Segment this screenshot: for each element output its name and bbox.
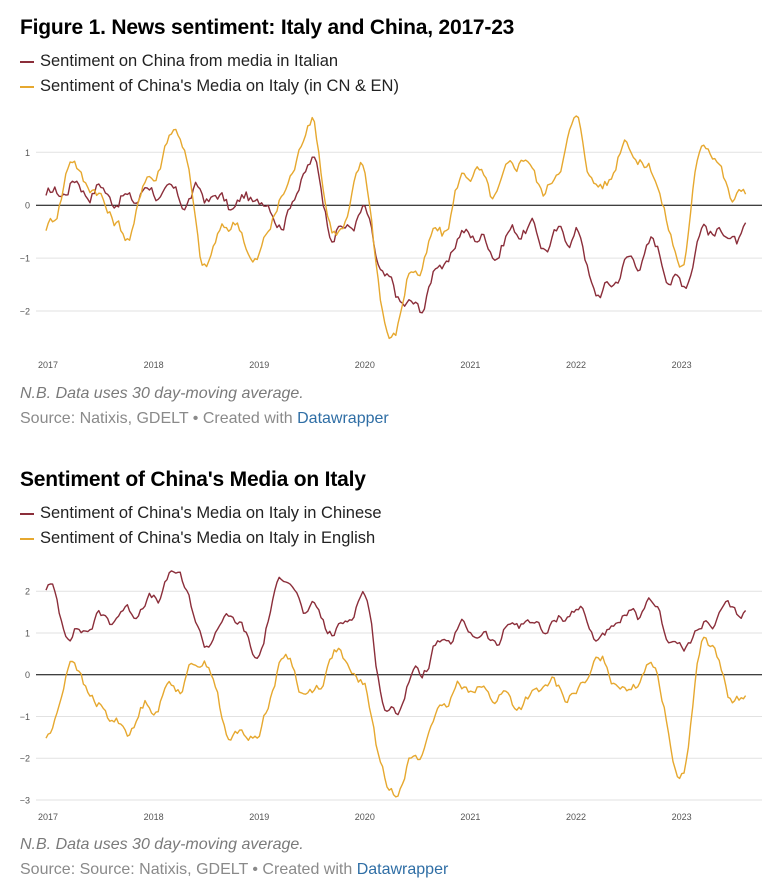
x-tick-label: 2021: [460, 360, 480, 370]
x-tick-label: 2022: [566, 812, 586, 822]
x-tick-label: 2022: [566, 360, 586, 370]
x-tick-label: 2018: [144, 812, 164, 822]
y-tick-label: 1: [25, 148, 30, 158]
x-tick-label: 2023: [672, 812, 692, 822]
chart-2-source: Source: Source: Natixis, GDELT • Created…: [20, 861, 448, 879]
chart-1-source: Source: Natixis, GDELT • Created with Da…: [20, 410, 389, 428]
y-tick-label: −2: [20, 306, 30, 316]
x-tick-label: 2017: [38, 812, 58, 822]
series-line-red: [45, 156, 747, 314]
x-tick-label: 2020: [355, 360, 375, 370]
x-tick-label: 2019: [249, 812, 269, 822]
chart-1-title: Figure 1. News sentiment: Italy and Chin…: [20, 16, 515, 39]
chart-1: Figure 1. News sentiment: Italy and Chin…: [0, 0, 784, 440]
chart-1-legend-italian: Sentiment on China from media in Italian: [20, 52, 338, 71]
series-line-yellow: [45, 636, 747, 798]
legend-swatch-red: [20, 60, 34, 63]
x-tick-label: 2018: [144, 360, 164, 370]
legend-swatch-red: [20, 512, 34, 515]
datawrapper-link[interactable]: Datawrapper: [297, 410, 389, 427]
y-tick-label: 0: [25, 670, 30, 680]
x-tick-label: 2019: [249, 360, 269, 370]
datawrapper-link[interactable]: Datawrapper: [356, 861, 449, 878]
legend-swatch-yellow: [20, 537, 34, 540]
x-tick-label: 2023: [672, 360, 692, 370]
y-tick-label: −3: [20, 796, 30, 806]
legend-label: Sentiment of China's Media on Italy (in …: [40, 77, 399, 95]
chart-2-plot: 2 1 0 −1 −2 −3 2017 2018 2019 2020 2021 2022 2023: [20, 570, 762, 822]
y-tick-label: 0: [25, 201, 30, 211]
legend-swatch-yellow: [20, 85, 34, 88]
chart-1-note: N.B. Data uses 30 day-moving average.: [20, 385, 304, 402]
y-tick-label: −2: [20, 754, 30, 764]
chart-2: Sentiment of China's Media on Italy Sent…: [0, 440, 784, 892]
chart-1-plot: 1 0 −1 −2 2017 2018 2019 2020 2021 2022 2023: [20, 115, 762, 370]
chart-2-legend-english: Sentiment of China's Media on Italy in E…: [20, 529, 375, 548]
legend-label: Sentiment of China's Media on Italy in C…: [40, 504, 382, 522]
y-tick-label: −1: [20, 254, 30, 264]
source-text: Source: Natixis, GDELT • Created with: [20, 410, 298, 427]
source-text: Source: Source: Natixis, GDELT • Created…: [20, 861, 357, 878]
series-line-yellow: [45, 115, 747, 340]
legend-label: Sentiment of China's Media on Italy in E…: [40, 529, 376, 547]
legend-label: Sentiment on China from media in Italian: [40, 52, 339, 70]
x-tick-label: 2020: [355, 812, 375, 822]
y-tick-label: 1: [25, 628, 30, 638]
chart-2-title: Sentiment of China's Media on Italy: [20, 468, 366, 491]
chart-2-legend-chinese: Sentiment of China's Media on Italy in C…: [20, 504, 382, 523]
series-line-red: [45, 570, 747, 716]
chart-1-legend-chinese-media: Sentiment of China's Media on Italy (in …: [20, 77, 399, 96]
y-tick-label: 2: [25, 587, 30, 597]
x-tick-label: 2017: [38, 360, 58, 370]
x-tick-label: 2021: [460, 812, 480, 822]
chart-2-note: N.B. Data uses 30 day-moving average.: [20, 836, 304, 853]
y-tick-label: −1: [20, 712, 30, 722]
